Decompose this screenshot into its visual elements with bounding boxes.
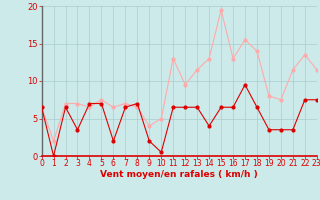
X-axis label: Vent moyen/en rafales ( km/h ): Vent moyen/en rafales ( km/h ) (100, 170, 258, 179)
